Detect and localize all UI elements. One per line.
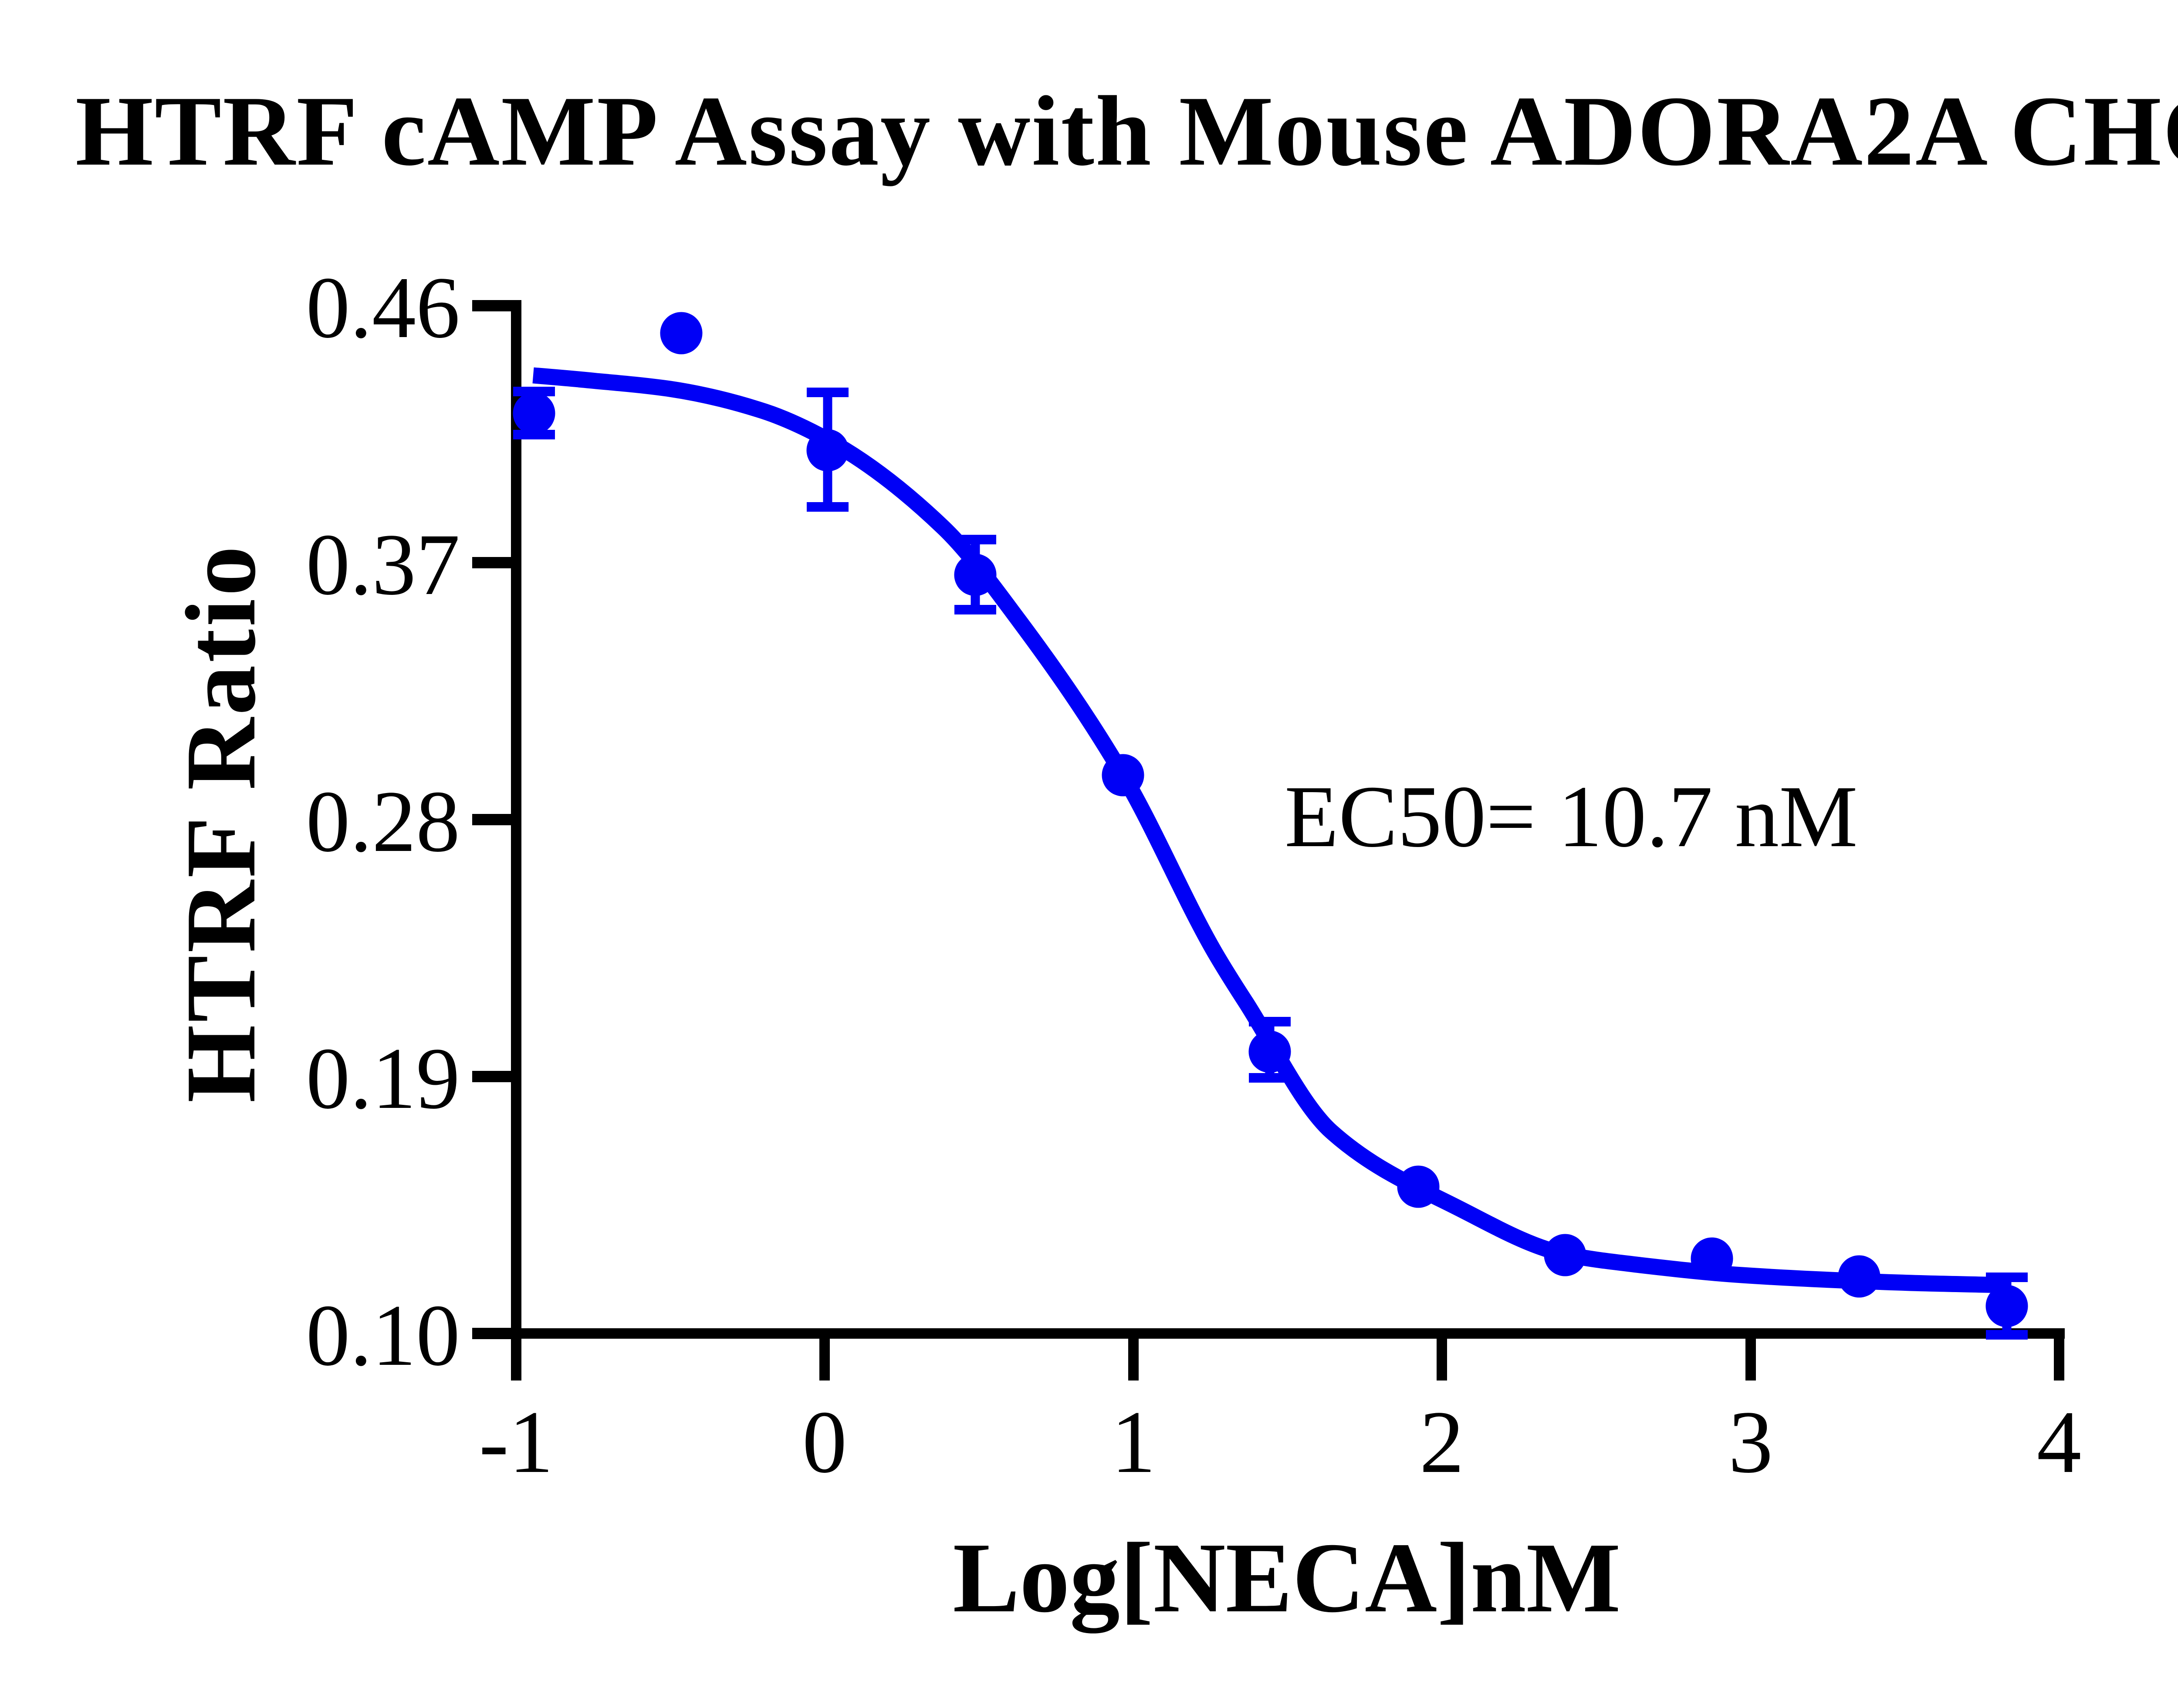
svg-text:HTRF cAMP Assay with Mouse ADO: HTRF cAMP Assay with Mouse ADORA2A CHO(C… bbox=[75, 62, 2178, 186]
svg-text:0: 0 bbox=[802, 1393, 847, 1492]
svg-text:0.28: 0.28 bbox=[306, 773, 460, 870]
svg-text:0.46: 0.46 bbox=[306, 259, 460, 356]
svg-text:HTRF Ratio: HTRF Ratio bbox=[165, 543, 276, 1103]
svg-text:EC50= 10.7 nM: EC50= 10.7 nM bbox=[1285, 767, 1858, 865]
svg-text:0.37: 0.37 bbox=[306, 516, 460, 613]
svg-text:Log[NECA]nM: Log[NECA]nM bbox=[953, 1522, 1620, 1634]
svg-text:3: 3 bbox=[1728, 1393, 1773, 1492]
svg-text:1: 1 bbox=[1111, 1393, 1156, 1492]
svg-text:-1: -1 bbox=[479, 1393, 554, 1492]
svg-text:0.10: 0.10 bbox=[306, 1286, 460, 1384]
svg-text:4: 4 bbox=[2037, 1393, 2082, 1492]
svg-text:2: 2 bbox=[1420, 1393, 1464, 1492]
svg-text:0.19: 0.19 bbox=[306, 1030, 460, 1127]
